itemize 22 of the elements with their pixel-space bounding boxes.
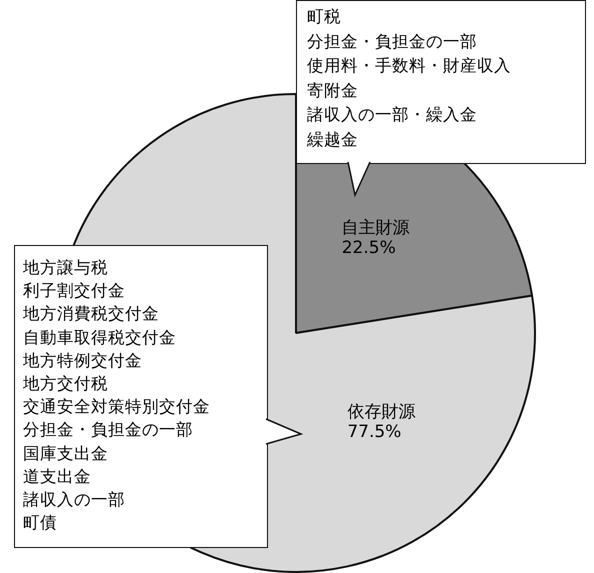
slice-label: 自主財源 — [342, 218, 410, 238]
text: 分担金・負担金の一部 — [23, 419, 194, 442]
text: 国庫支出金 — [23, 442, 109, 465]
text: 繰越金 — [307, 128, 359, 150]
text: 町債 — [23, 512, 58, 534]
text: 使用料・手数料・財産収入 — [307, 55, 512, 77]
text: 諸収入の一部・繰入金 — [307, 104, 478, 126]
text: 自動車取得税交付金 — [23, 326, 177, 349]
text: 町税 — [307, 6, 342, 28]
text: 道支出金 — [23, 466, 92, 488]
text: 諸収入の一部 — [23, 489, 126, 512]
text: 寄附金 — [307, 80, 359, 102]
slice-label: 依存財源 — [347, 402, 416, 422]
text: 地方特例交付金 — [23, 350, 143, 372]
data-label: 77.5% — [347, 422, 402, 442]
text: 利子割交付金 — [23, 280, 126, 302]
text: 地方消費税交付金 — [23, 303, 160, 326]
text: 交通安全対策特別交付金 — [23, 396, 211, 418]
text: 地方譲与税 — [23, 257, 109, 279]
text: 地方交付税 — [23, 373, 109, 396]
text: 分担金・負担金の一部 — [307, 30, 478, 52]
data-label: 22.5% — [342, 238, 396, 258]
